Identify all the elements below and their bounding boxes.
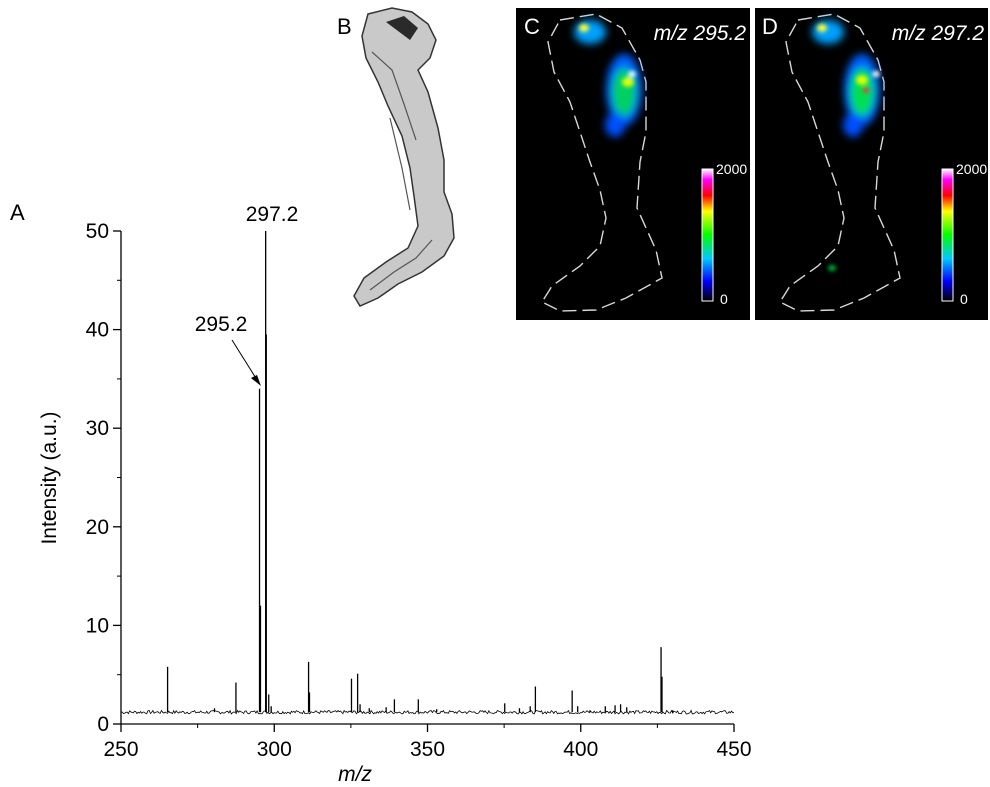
y-tick-label: 40: [86, 319, 109, 342]
y-axis-label: Intensity (a.u.): [38, 411, 61, 544]
color-scale-bar-c: [701, 168, 714, 302]
panel-label-b: B: [337, 14, 352, 39]
x-axis-label: m/z: [338, 763, 372, 786]
spectrum-panel: A 0 10 20 30 40 50 250 300 350 400 450 Intensity …: [10, 200, 752, 786]
tissue-outline: [778, 13, 901, 312]
peak-label-297: 297.2: [246, 203, 299, 226]
panel-label-d: D: [762, 14, 778, 39]
optical-image-panel: B: [337, 7, 455, 307]
annotation-arrow: [231, 339, 260, 384]
y-tick-label: 30: [86, 417, 109, 440]
ion-hotspots: [817, 24, 880, 271]
panel-label-c: C: [524, 14, 540, 39]
spectrum-baseline: [120, 709, 735, 715]
x-tick-label: 300: [257, 738, 292, 761]
y-tick-label: 0: [97, 713, 109, 736]
color-scale-bar-d: [941, 168, 954, 302]
tissue-section: [353, 7, 455, 307]
y-tick-label: 10: [86, 614, 109, 637]
tissue-texture: [369, 51, 433, 291]
y-tick-label: 20: [86, 516, 109, 539]
peak-label-295: 295.2: [195, 313, 248, 336]
tissue-dark-region: [386, 16, 418, 40]
x-ticks: 250 300 350 400 450: [103, 724, 752, 761]
x-tick-label: 400: [563, 738, 598, 761]
annotation-arrowhead: [251, 375, 261, 386]
color-scale-min-c: 0: [720, 291, 728, 307]
color-scale-max-c: 2000: [716, 161, 747, 177]
ion-image-label-c: m/z 295.2: [654, 22, 747, 45]
ion-image-label-d: m/z 297.2: [892, 22, 985, 45]
color-scale-min-d: 0: [960, 291, 968, 307]
y-ticks: 0 10 20 30 40 50: [86, 220, 121, 736]
x-tick-label: 250: [103, 738, 138, 761]
x-tick-label: 450: [716, 738, 751, 761]
ion-image-panel-c: C m/z 295.2 2000 0: [516, 8, 750, 320]
color-scale-max-d: 2000: [956, 161, 987, 177]
x-tick-label: 350: [410, 738, 445, 761]
ion-image-background: [516, 8, 750, 320]
panel-label-a: A: [10, 200, 25, 225]
tissue-outline: [540, 13, 663, 312]
ion-hotspots: [579, 24, 636, 87]
ion-signal: [812, 20, 880, 137]
y-tick-label: 50: [86, 220, 109, 243]
spectrum-peaks: [166, 231, 674, 713]
ion-image-panel-d: D m/z 297.2 2000 0: [755, 8, 988, 320]
